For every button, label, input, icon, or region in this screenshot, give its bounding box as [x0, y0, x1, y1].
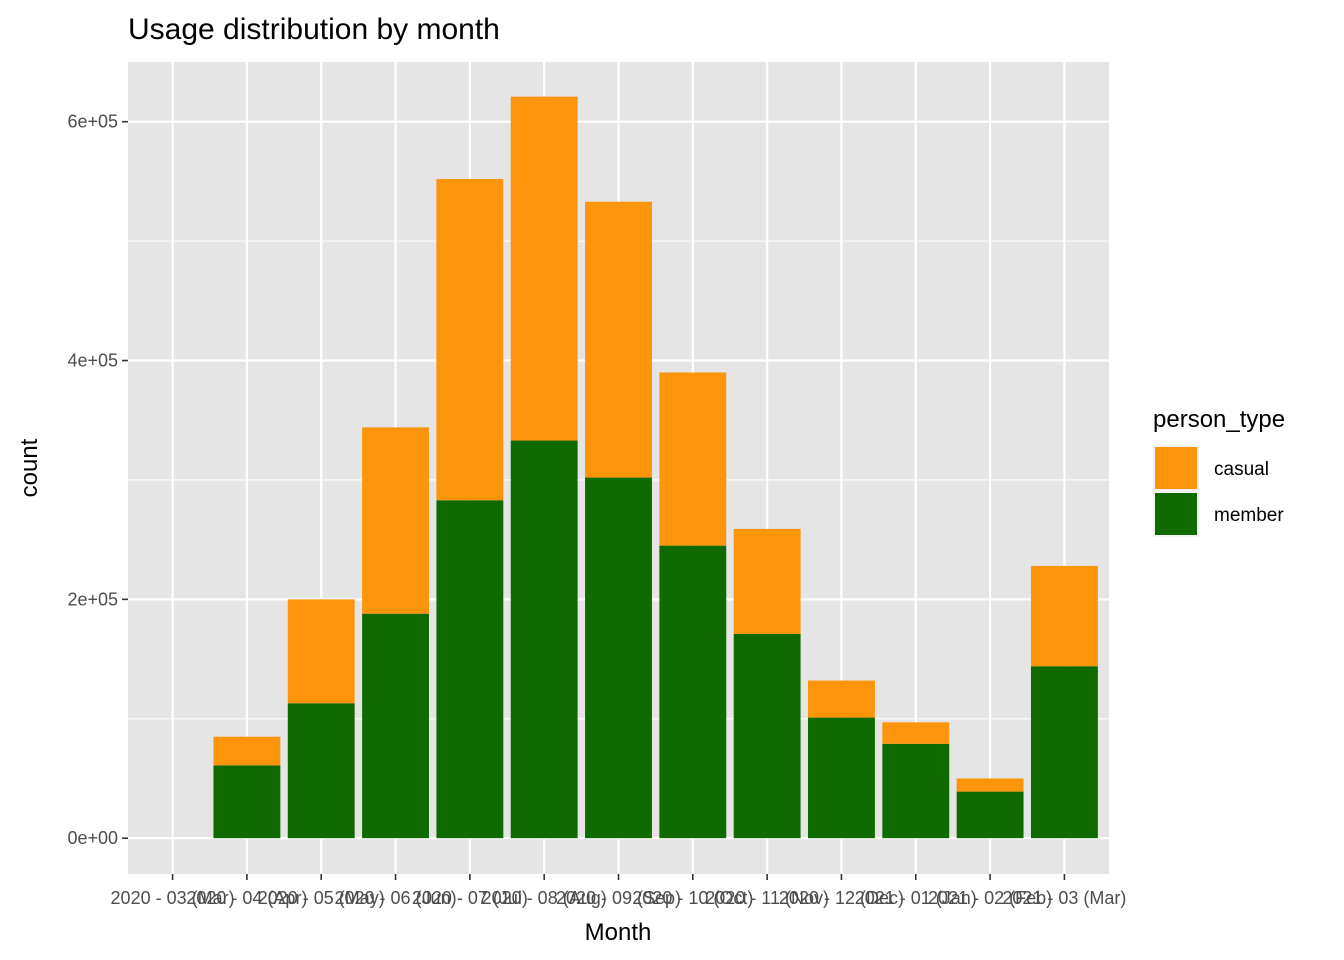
- bar-casual: [436, 179, 504, 501]
- y-tick-label: 2e+05: [67, 589, 118, 609]
- legend-label-member: member: [1214, 505, 1284, 526]
- x-tick-label: 2020 - 03 (Mar): [111, 888, 235, 908]
- bar-casual: [287, 599, 355, 704]
- x-tick-label: 2020 - 08 (Aug): [482, 888, 607, 908]
- chart-title: Usage distribution by month: [128, 13, 500, 46]
- y-axis-title: count: [16, 438, 43, 497]
- x-tick-label: 2020 - 09 (Sep): [556, 888, 681, 908]
- x-tick-label: 2021 - 03 (Mar): [1002, 888, 1126, 908]
- x-tick-label: 2020 - 10 (Oct): [632, 888, 753, 908]
- y-tick-label: 6e+05: [67, 112, 118, 132]
- bar-casual: [882, 722, 950, 744]
- bar-casual: [659, 372, 727, 546]
- x-tick-label: 2020 - 11 (Nov): [705, 888, 829, 908]
- bar-member: [659, 545, 727, 839]
- bar-member: [808, 717, 875, 839]
- bar-casual: [808, 680, 875, 718]
- bar-casual: [733, 528, 801, 634]
- bar-casual: [585, 201, 652, 478]
- y-tick-label: 4e+05: [67, 351, 118, 371]
- legend-swatch-casual: [1155, 447, 1197, 489]
- bar-member: [510, 440, 578, 839]
- legend-label-casual: casual: [1214, 459, 1269, 480]
- bar-member: [1030, 666, 1098, 839]
- x-tick-label: 2020 - 04 (Apr): [186, 888, 307, 908]
- x-tick-label: 2020 - 12 (Dec): [779, 888, 904, 908]
- bar-member: [287, 703, 355, 839]
- bar-casual: [362, 427, 429, 614]
- x-tick-label: 2020 - 06 (Jun): [335, 888, 457, 908]
- bar-member: [956, 791, 1024, 839]
- bar-member: [733, 633, 801, 839]
- legend-title: person_type: [1153, 406, 1285, 433]
- legend: person_type casual member: [1153, 406, 1285, 537]
- bar-member: [436, 500, 504, 839]
- y-axis: 0e+00 2e+05 4e+05 6e+05: [67, 112, 128, 848]
- x-tick-label: 2021 - 02 (Feb): [928, 888, 1052, 908]
- bar-casual: [1030, 565, 1098, 667]
- bar-casual: [956, 778, 1024, 792]
- bar-casual: [510, 96, 578, 441]
- bar-casual: [213, 736, 281, 766]
- bar-member: [362, 613, 429, 839]
- bars: [213, 96, 1098, 839]
- x-axis: 2020 - 03 (Mar)2020 - 04 (Apr)2020 - 05 …: [111, 874, 1126, 908]
- bar-member: [882, 743, 950, 839]
- legend-swatch-member: [1155, 493, 1197, 535]
- x-tick-label: 2021 - 01 (Jan): [855, 888, 977, 908]
- x-tick-label: 2020 - 07 (Jul): [412, 888, 528, 908]
- bar-member: [585, 477, 652, 839]
- x-tick-label: 2020 - 05 (May): [258, 888, 385, 908]
- y-tick-label: 0e+00: [67, 828, 118, 848]
- x-axis-title: Month: [585, 919, 652, 946]
- bar-member: [213, 765, 281, 839]
